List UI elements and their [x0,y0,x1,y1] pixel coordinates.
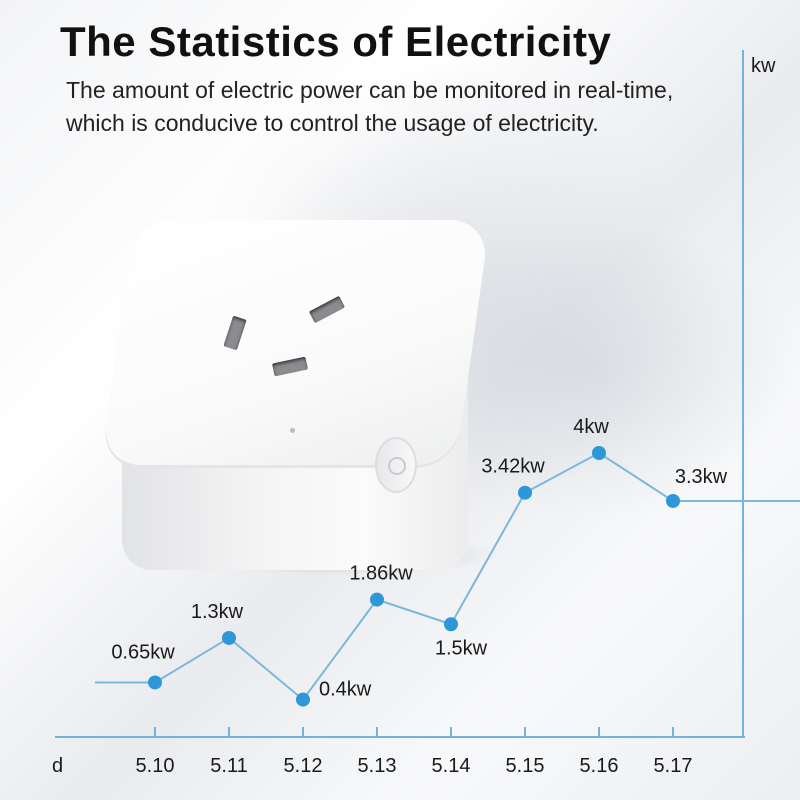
x-tick-label: 5.16 [580,755,619,777]
x-tick-label: 5.17 [654,755,693,777]
data-point-marker [444,617,458,632]
subtitle-line-1: The amount of electric power can be moni… [66,77,674,103]
data-point-label: 0.4kw [319,679,372,701]
data-point-label: 1.86kw [349,563,413,585]
x-tick-label: 5.11 [210,755,247,777]
smart-plug-image [100,215,500,585]
x-tick-label: 5.14 [432,755,471,777]
data-point-marker [592,446,606,460]
series-line [95,451,800,702]
data-point-label: 3.3kw [675,466,728,488]
data-point-marker [370,592,384,607]
power-button-icon [375,437,417,493]
x-axis-label: d [52,755,63,777]
x-tick-label: 5.13 [358,755,397,777]
data-labels: 0.65kw 1.3kw 0.4kw 1.86kw 1.5kw 3.42kw 4kw 3.3k… [111,416,727,701]
x-tick-label: 5.12 [284,755,323,777]
data-point-label: 1.5kw [435,637,488,659]
y-axis-label: kw [751,55,776,77]
page-subtitle: The amount of electric power can be moni… [66,74,746,140]
page-title: The Statistics of Electricity [60,18,612,65]
data-point-label: 3.42kw [481,456,545,478]
data-point-marker [296,692,310,707]
data-point-marker [148,675,162,690]
x-axis-ticks: 5.10 5.11 5.12 5.13 5.14 5.15 5.16 5.17 [136,727,693,777]
data-point-label: 1.3kw [191,601,244,623]
data-point-marker [518,485,532,500]
data-point-label: 4kw [573,416,609,438]
chart-axes: d kw [52,50,776,777]
subtitle-line-2: which is conducive to control the usage … [66,110,599,136]
data-point-marker [666,493,680,508]
data-point-marker [222,630,236,645]
data-point-label: 0.65kw [111,641,175,663]
x-tick-label: 5.15 [506,755,545,777]
x-tick-label: 5.10 [136,755,175,777]
chart-series [95,446,800,707]
status-led [290,428,295,433]
